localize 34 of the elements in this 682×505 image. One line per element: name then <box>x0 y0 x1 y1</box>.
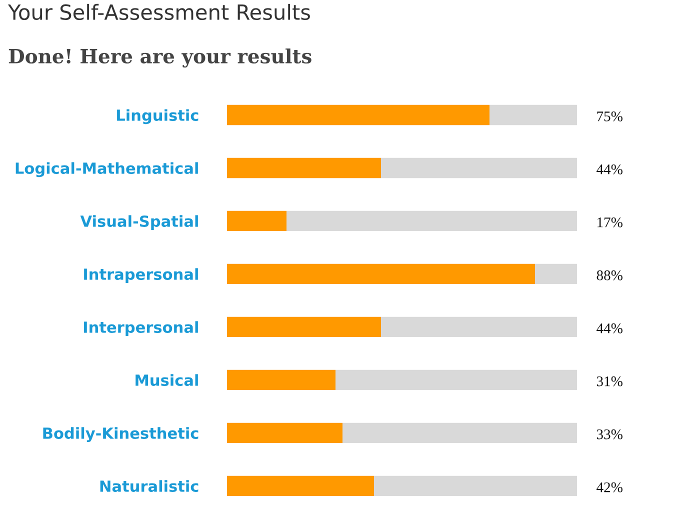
bar <box>490 104 577 126</box>
y-tick-label: Musical <box>136 374 198 386</box>
bar <box>286 210 577 232</box>
chart-subtitle: Done! Here are your results <box>8 48 312 68</box>
bar <box>342 422 577 444</box>
data-label: 88% <box>596 270 622 280</box>
data-label: 44% <box>596 164 622 174</box>
y-tick-label: Bodily-Kinesthetic <box>43 427 198 442</box>
bar <box>227 476 374 496</box>
y-tick-label: Logical-Mathematical <box>16 162 198 178</box>
bar <box>227 422 342 444</box>
bar <box>336 370 577 390</box>
data-label: 75% <box>597 111 622 122</box>
bar <box>227 210 286 232</box>
data-label: 31% <box>596 376 622 386</box>
bar <box>227 264 535 284</box>
bar <box>227 104 490 126</box>
y-tick-label: Visual-Spatial <box>80 215 198 230</box>
chart-title: Your Self-Assessment Results <box>8 4 310 20</box>
y-tick-label: Interpersonal <box>84 321 198 336</box>
bar <box>227 158 381 178</box>
y-tick-label: Naturalistic <box>100 480 198 492</box>
data-label: 17% <box>598 217 622 228</box>
data-label: 44% <box>596 323 622 334</box>
y-tick-label: Linguistic <box>117 109 198 124</box>
bar <box>535 264 577 284</box>
data-label: 42% <box>596 482 622 492</box>
bar <box>381 316 577 338</box>
data-label: 33% <box>596 429 622 440</box>
bar <box>227 316 381 338</box>
y-tick-label: Intrapersonal <box>84 268 198 283</box>
bar <box>381 158 577 178</box>
bar <box>227 370 336 390</box>
bar <box>374 476 577 496</box>
